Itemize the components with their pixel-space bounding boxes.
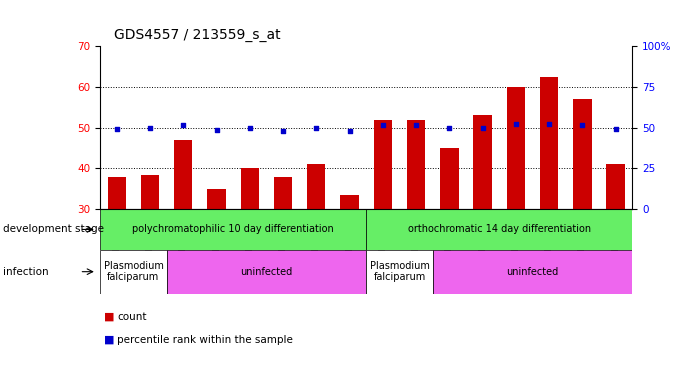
- Bar: [100, 250, 167, 294]
- Text: ■: ■: [104, 312, 114, 322]
- Point: [410, 122, 422, 128]
- Point: [344, 128, 355, 134]
- Point: [577, 122, 588, 128]
- Point: [511, 121, 522, 127]
- Point: [610, 126, 621, 132]
- Text: Plasmodium
falciparum: Plasmodium falciparum: [370, 261, 429, 283]
- Text: Plasmodium
falciparum: Plasmodium falciparum: [104, 261, 163, 283]
- Bar: [100, 209, 366, 250]
- Bar: [108, 177, 126, 209]
- Bar: [174, 140, 193, 209]
- Point: [245, 126, 256, 132]
- Text: percentile rank within the sample: percentile rank within the sample: [117, 335, 294, 345]
- Bar: [366, 250, 433, 294]
- Text: ■: ■: [104, 335, 114, 345]
- Text: orthochromatic 14 day differentiation: orthochromatic 14 day differentiation: [408, 224, 591, 235]
- Point: [144, 124, 155, 131]
- Bar: [433, 250, 632, 294]
- Bar: [341, 195, 359, 209]
- Bar: [274, 177, 292, 209]
- Bar: [574, 99, 591, 209]
- Text: count: count: [117, 312, 147, 322]
- Point: [178, 122, 189, 128]
- Point: [311, 124, 322, 131]
- Bar: [307, 164, 325, 209]
- Bar: [366, 209, 632, 250]
- Bar: [141, 175, 159, 209]
- Point: [211, 127, 222, 133]
- Point: [111, 126, 122, 132]
- Point: [544, 121, 555, 127]
- Point: [278, 128, 289, 134]
- Text: polychromatophilic 10 day differentiation: polychromatophilic 10 day differentiatio…: [133, 224, 334, 235]
- Point: [377, 122, 388, 128]
- Bar: [407, 119, 425, 209]
- Bar: [440, 148, 459, 209]
- Text: GDS4557 / 213559_s_at: GDS4557 / 213559_s_at: [114, 28, 281, 42]
- Bar: [540, 77, 558, 209]
- Bar: [607, 164, 625, 209]
- Text: infection: infection: [3, 266, 49, 277]
- Bar: [167, 250, 366, 294]
- Text: uninfected: uninfected: [507, 266, 558, 277]
- Bar: [507, 87, 525, 209]
- Text: uninfected: uninfected: [240, 266, 292, 277]
- Point: [477, 124, 488, 131]
- Text: development stage: development stage: [3, 224, 104, 235]
- Bar: [240, 169, 259, 209]
- Bar: [473, 116, 492, 209]
- Bar: [374, 119, 392, 209]
- Bar: [207, 189, 226, 209]
- Point: [444, 124, 455, 131]
